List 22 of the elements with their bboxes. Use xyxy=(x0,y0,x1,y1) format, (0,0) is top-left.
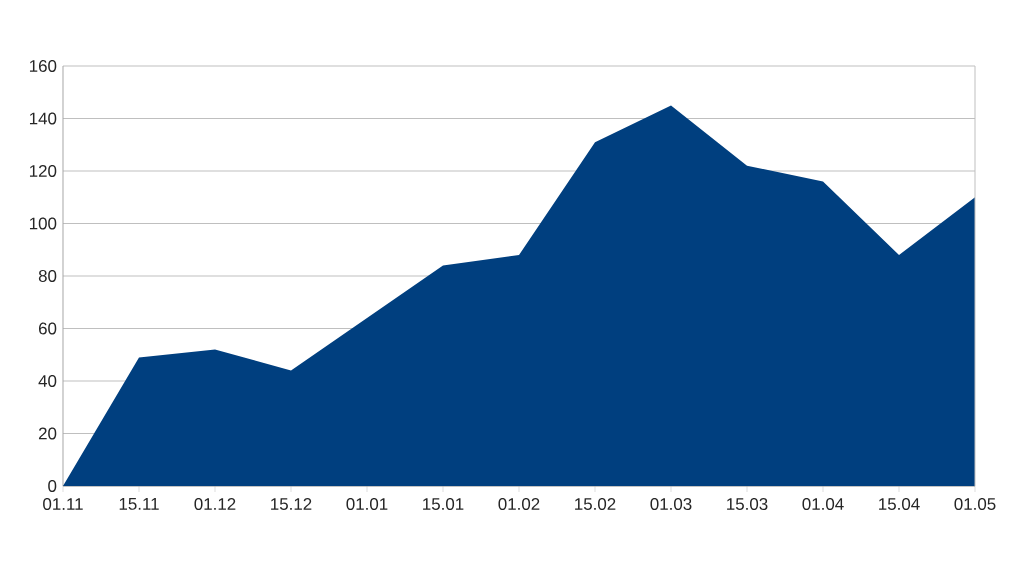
x-tick-label: 01.04 xyxy=(802,498,844,511)
x-tick-label: 15.04 xyxy=(879,498,920,511)
x-tick-label: 15.01 xyxy=(423,498,464,511)
x-tick-label: 15.12 xyxy=(271,498,312,511)
x-tick-label: 01.05 xyxy=(954,498,996,511)
x-tick-label: 01.12 xyxy=(194,498,236,511)
x-tick-label: 01.01 xyxy=(346,498,388,511)
y-tick-label: 160 xyxy=(29,60,57,72)
x-tick-label: 15.03 xyxy=(727,498,768,511)
y-tick-label: 100 xyxy=(29,217,57,230)
y-tick-label: 60 xyxy=(38,322,57,335)
y-tick-label: 140 xyxy=(29,112,57,125)
x-tick-label: 15.11 xyxy=(119,498,159,510)
x-tick-label: 01.02 xyxy=(498,498,540,511)
y-tick-label: 0 xyxy=(48,480,57,492)
y-tick-label: 80 xyxy=(38,270,57,282)
y-tick-label: 20 xyxy=(38,427,57,440)
y-tick-label: 120 xyxy=(29,165,57,177)
x-tick-label: 15.02 xyxy=(575,498,616,511)
x-tick-label: 01.03 xyxy=(650,498,692,511)
x-tick-label: 01.11 xyxy=(43,498,83,511)
y-tick-label: 40 xyxy=(38,375,57,387)
